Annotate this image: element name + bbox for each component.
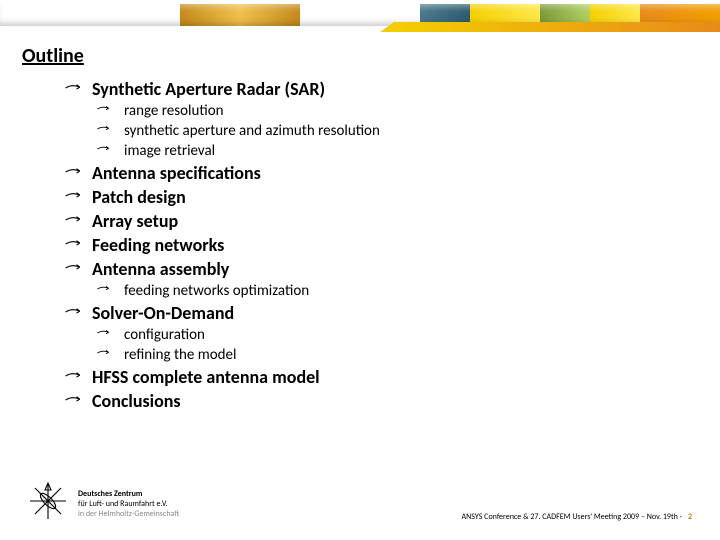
outline-item-label: HFSS complete antenna model [92,366,320,388]
footer-event-text: ANSYS Conference & 27. CADFEM Users' Mee… [461,512,683,522]
outline-subitem-label: configuration [124,326,205,344]
outline-item-label: Antenna assembly [92,258,229,280]
logo-line3: in der Helmholtz-Gemeinschaft [78,509,179,519]
outline-subitem: refining the model [96,346,690,364]
outline-subitem-label: range resolution [124,102,224,120]
outline-item: Array setup [64,210,690,232]
outline-item: Antenna specifications [64,162,690,184]
outline-item: Antenna assembly [64,258,690,280]
arrow-bullet-icon [96,142,112,160]
outline-item-label: Synthetic Aperture Radar (SAR) [92,78,325,100]
arrow-bullet-icon [64,186,84,208]
outline-item: Synthetic Aperture Radar (SAR) [64,78,690,100]
footer-event: ANSYS Conference & 27. CADFEM Users' Mee… [461,512,692,522]
page-number: 2 [688,512,692,522]
arrow-bullet-icon [96,102,112,120]
arrow-bullet-icon [64,210,84,232]
arrow-bullet-icon [64,302,84,324]
arrow-bullet-icon [64,162,84,184]
outline-item-label: Patch design [92,186,186,208]
outline-subitem: synthetic aperture and azimuth resolutio… [96,122,690,140]
outline-subitem: image retrieval [96,142,690,160]
arrow-bullet-icon [96,326,112,344]
outline-item-label: Feeding networks [92,234,224,256]
slide: Outline Synthetic Aperture Radar (SAR) ra… [0,0,720,540]
logo-line1: Deutsches Zentrum [78,489,179,499]
arrow-bullet-icon [96,346,112,364]
outline-item-label: Antenna specifications [92,162,261,184]
outline-body: Synthetic Aperture Radar (SAR) range reso… [64,78,690,414]
outline-subitem-label: image retrieval [124,142,215,160]
arrow-bullet-icon [64,390,84,412]
arrow-bullet-icon [96,282,112,300]
outline-subitem: feeding networks optimization [96,282,690,300]
arrow-bullet-icon [64,366,84,388]
footer-logo: Deutsches Zentrum für Luft- und Raumfahr… [28,481,179,526]
outline-item: Patch design [64,186,690,208]
outline-subitem: configuration [96,326,690,344]
outline-item: Conclusions [64,390,690,412]
dlr-logo-icon [28,481,68,526]
outline-item-label: Array setup [92,210,178,232]
arrow-bullet-icon [64,78,84,100]
logo-line2: für Luft- und Raumfahrt e.V. [78,499,179,509]
outline-subitem-label: feeding networks optimization [124,282,309,300]
outline-item-label: Solver-On-Demand [92,302,234,324]
outline-item: Feeding networks [64,234,690,256]
footer-logo-text: Deutsches Zentrum für Luft- und Raumfahr… [78,489,179,519]
arrow-bullet-icon [64,258,84,280]
outline-subitem: range resolution [96,102,690,120]
top-banner [0,0,720,34]
page-title: Outline [22,44,84,68]
arrow-bullet-icon [96,122,112,140]
outline-item: Solver-On-Demand [64,302,690,324]
outline-item-label: Conclusions [92,390,181,412]
outline-item: HFSS complete antenna model [64,366,690,388]
arrow-bullet-icon [64,234,84,256]
outline-subitem-label: refining the model [124,346,236,364]
outline-subitem-label: synthetic aperture and azimuth resolutio… [124,122,380,140]
